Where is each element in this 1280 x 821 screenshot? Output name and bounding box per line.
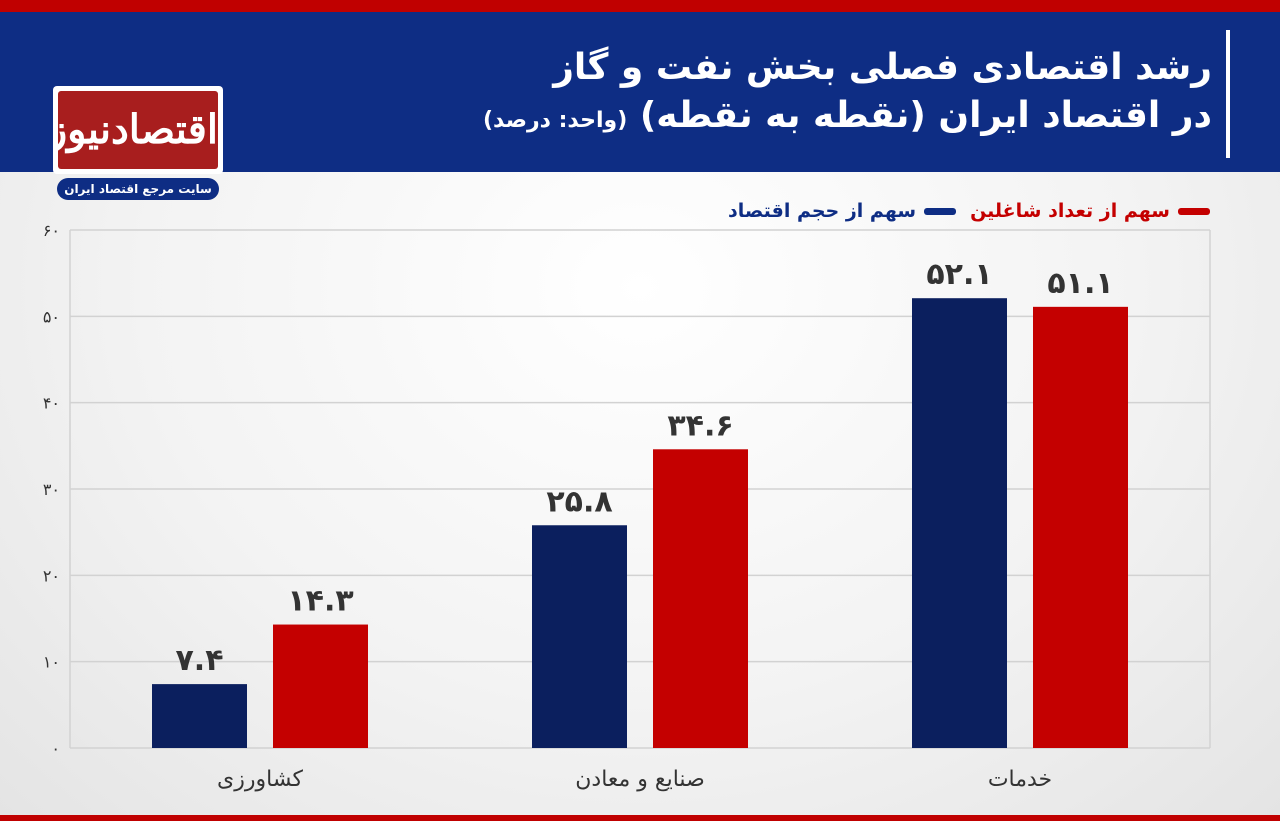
bar	[152, 684, 247, 748]
category-label: خدمات	[988, 767, 1052, 792]
title-line-2: در اقتصاد ایران (نقطه به نقطه)	[639, 95, 1212, 136]
bar-value-label: ۳۴.۶	[667, 408, 733, 443]
y-tick-label: ۰	[51, 739, 60, 758]
bar	[1033, 306, 1128, 748]
logo-tagline: سایت مرجع اقتصاد ایران	[57, 178, 219, 200]
y-tick-label: ۴۰	[43, 394, 60, 413]
legend-swatch-red	[1178, 207, 1210, 215]
logo-wordmark: اقتصادنیوز	[58, 91, 218, 169]
bar-value-label: ۱۴.۳	[287, 584, 353, 619]
top-accent-strip	[0, 0, 1280, 12]
bar-value-label: ۲۵.۸	[546, 484, 612, 519]
title-line-1: رشد اقتصادی فصلی بخش نفت و گاز	[553, 47, 1212, 88]
y-tick-label: ۵۰	[43, 307, 60, 326]
title-divider	[1226, 30, 1230, 158]
bar	[532, 525, 627, 748]
chart-legend: سهم از تعداد شاغلین سهم از حجم اقتصاد	[714, 198, 1210, 224]
legend-label-economy: سهم از حجم اقتصاد	[728, 200, 917, 222]
category-label: کشاورزی	[217, 767, 303, 792]
eghtesadnews-logo: اقتصادنیوز سایت مرجع اقتصاد ایران	[53, 86, 223, 204]
bar-value-label: ۵۲.۱	[926, 257, 992, 292]
legend-item-economy: سهم از حجم اقتصاد	[728, 200, 957, 222]
bar	[273, 624, 368, 748]
unit-note: (واحد: درصد)	[483, 108, 628, 133]
legend-item-employment: سهم از تعداد شاغلین	[970, 200, 1210, 222]
bar	[912, 298, 1007, 748]
y-tick-label: ۳۰	[43, 480, 60, 499]
bar-value-label: ۵۱.۱	[1047, 266, 1113, 301]
bar-value-label: ۷.۴	[175, 643, 223, 678]
y-tick-label: ۱۰	[43, 653, 60, 672]
chart-title: رشد اقتصادی فصلی بخش نفت و گاز در اقتصاد…	[483, 44, 1212, 145]
logo-frame: اقتصادنیوز	[53, 86, 223, 174]
bar	[653, 449, 748, 748]
legend-swatch-navy	[924, 207, 957, 215]
category-label: صنایع و معادن	[575, 767, 705, 792]
bottom-accent-strip	[0, 815, 1280, 821]
y-tick-label: ۶۰	[43, 221, 60, 240]
legend-label-employment: سهم از تعداد شاغلین	[970, 200, 1170, 222]
y-tick-label: ۲۰	[43, 566, 60, 585]
